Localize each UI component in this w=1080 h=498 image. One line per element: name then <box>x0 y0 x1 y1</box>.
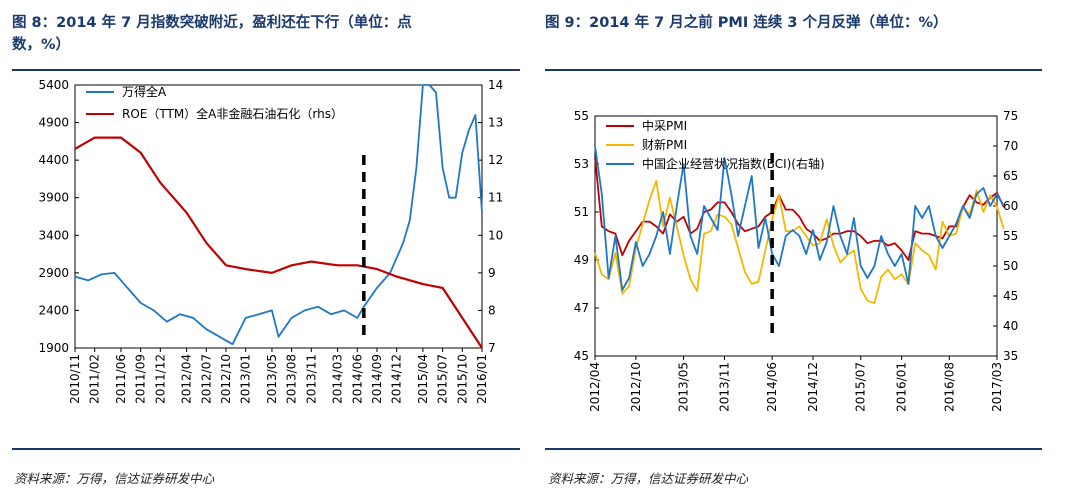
left-figure-title: 图 8：2014 年 7 月指数突破附近，盈利还在下行（单位：点 数，%） <box>12 12 532 56</box>
right-source-note: 资料来源：万得，信达证券研发中心 <box>548 471 749 486</box>
y2-tick-label: 13 <box>488 116 503 130</box>
y-tick-label: 49 <box>574 253 589 267</box>
legend-label-0: 中采PMI <box>642 118 687 133</box>
y2-tick-label: 40 <box>1003 319 1018 333</box>
y2-tick-label: 65 <box>1003 169 1018 183</box>
left-title-rule <box>12 69 520 71</box>
y-tick-label: 53 <box>574 157 589 171</box>
right-figure-title: 图 9：2014 年 7 月之前 PMI 连续 3 个月反弹（单位：%） <box>545 15 948 31</box>
y-tick-label: 2900 <box>38 266 69 280</box>
x-tick-label: 2016/01 <box>895 362 909 412</box>
x-tick-label: 2013/01 <box>239 354 253 404</box>
right-chart: 45 47 49 51 53 55 35 40 45 50 55 60 65 70 75 2012/04 201… <box>574 109 1019 412</box>
x-tick-label: 2012/04 <box>180 354 194 404</box>
y2-tick-label: 50 <box>1003 259 1018 273</box>
legend: 中采PMI 财新PMI 中国企业经营状况指数(BCI)(右轴) <box>606 118 825 171</box>
left-chart: 1900 2400 2900 3400 3900 4400 4900 5400 7 8 9 10 11 1… <box>38 78 503 404</box>
x-tick-label: 2016/01 <box>475 354 489 404</box>
x-tick-label: 2014/12 <box>390 354 404 404</box>
y-tick-label: 2400 <box>38 303 69 317</box>
x-tick-label: 2011/09 <box>134 354 148 404</box>
x-tick-label: 2013/11 <box>304 354 318 404</box>
x-tick-label: 2013/05 <box>265 354 279 404</box>
y2-tick-label: 75 <box>1003 109 1018 123</box>
series-line-2 <box>594 145 1005 291</box>
x-tick-label: 2010/11 <box>68 354 82 404</box>
y-tick-label: 3400 <box>38 228 69 242</box>
left-title-line-1: 图 8：2014 年 7 月指数突破附近，盈利还在下行（单位：点 <box>12 15 412 31</box>
y2-tick-label: 14 <box>488 78 503 92</box>
x-tick-label: 2015/07 <box>436 354 450 404</box>
series-line-0 <box>74 84 483 346</box>
y2-tick-label: 12 <box>488 153 503 167</box>
y-tick-label: 1900 <box>38 341 69 355</box>
y2-tick-label: 9 <box>488 266 496 280</box>
left-title-line-2: 数，%） <box>12 37 71 53</box>
x-tick-label: 2014/06 <box>350 354 364 404</box>
y-tick-label: 4900 <box>38 116 69 130</box>
x-tick-label: 2015/04 <box>416 354 430 404</box>
x-tick-label: 2011/06 <box>114 354 128 404</box>
y-tick-label: 5400 <box>38 78 69 92</box>
y-tick-label: 3900 <box>38 191 69 205</box>
y2-tick-label: 8 <box>488 303 496 317</box>
y2-tick-label: 11 <box>488 191 503 205</box>
x-tick-label: 2017/03 <box>990 362 1004 412</box>
x-tick-label: 2016/08 <box>942 362 956 412</box>
y2-tick-label: 55 <box>1003 229 1018 243</box>
x-tick-label: 2013/08 <box>285 354 299 404</box>
y-tick-label: 55 <box>574 109 589 123</box>
y2-tick-label: 35 <box>1003 349 1018 363</box>
y-tick-label: 45 <box>574 349 589 363</box>
x-tick-label: 2014/12 <box>806 362 820 412</box>
y-tick-label: 51 <box>574 205 589 219</box>
y2-tick-label: 7 <box>488 341 496 355</box>
x-tick-label: 2013/11 <box>717 362 731 412</box>
x-tick-label: 2015/10 <box>455 354 469 404</box>
y2-tick-label: 60 <box>1003 199 1018 213</box>
x-tick-label: 2011/12 <box>153 354 167 404</box>
plot-frame <box>74 84 483 349</box>
left-source-note: 资料来源：万得，信达证券研发中心 <box>14 471 215 486</box>
x-tick-label: 2012/04 <box>588 362 602 412</box>
x-tick-label: 2012/10 <box>219 354 233 404</box>
y2-tick-label: 45 <box>1003 289 1018 303</box>
legend-label-1: 财新PMI <box>642 137 687 152</box>
series-line-1 <box>74 136 483 349</box>
right-title-rule <box>545 69 1042 71</box>
legend-label-1: ROE（TTM）全A非金融石油石化（rhs） <box>122 106 343 121</box>
series-line-1 <box>594 179 1005 305</box>
left-source-rule <box>12 448 520 450</box>
x-tick-label: 2012/10 <box>629 362 643 412</box>
right-source-rule <box>545 448 1042 450</box>
x-tick-label: 2012/07 <box>199 354 213 404</box>
y2-tick-label: 70 <box>1003 139 1018 153</box>
y-tick-label: 47 <box>574 301 589 315</box>
x-tick-label: 2011/02 <box>88 354 102 404</box>
x-tick-label: 2014/09 <box>370 354 384 404</box>
series-line-0 <box>594 156 1005 261</box>
legend-label-2: 中国企业经营状况指数(BCI)(右轴) <box>642 156 825 171</box>
x-tick-label: 2014/03 <box>331 354 345 404</box>
y2-tick-label: 10 <box>488 228 503 242</box>
legend: 万得全A ROE（TTM）全A非金融石油石化（rhs） <box>86 84 343 121</box>
y-tick-label: 4400 <box>38 153 69 167</box>
legend-label-0: 万得全A <box>122 84 167 99</box>
x-tick-label: 2013/05 <box>677 362 691 412</box>
x-tick-label: 2015/07 <box>854 362 868 412</box>
x-tick-label: 2014/06 <box>765 362 779 412</box>
